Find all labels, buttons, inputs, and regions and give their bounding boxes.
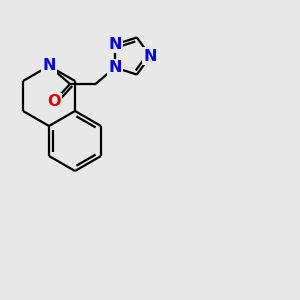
Text: N: N [42,58,56,74]
Text: N: N [108,60,122,75]
Text: O: O [47,94,60,110]
Text: N: N [143,49,157,64]
Text: N: N [108,37,122,52]
